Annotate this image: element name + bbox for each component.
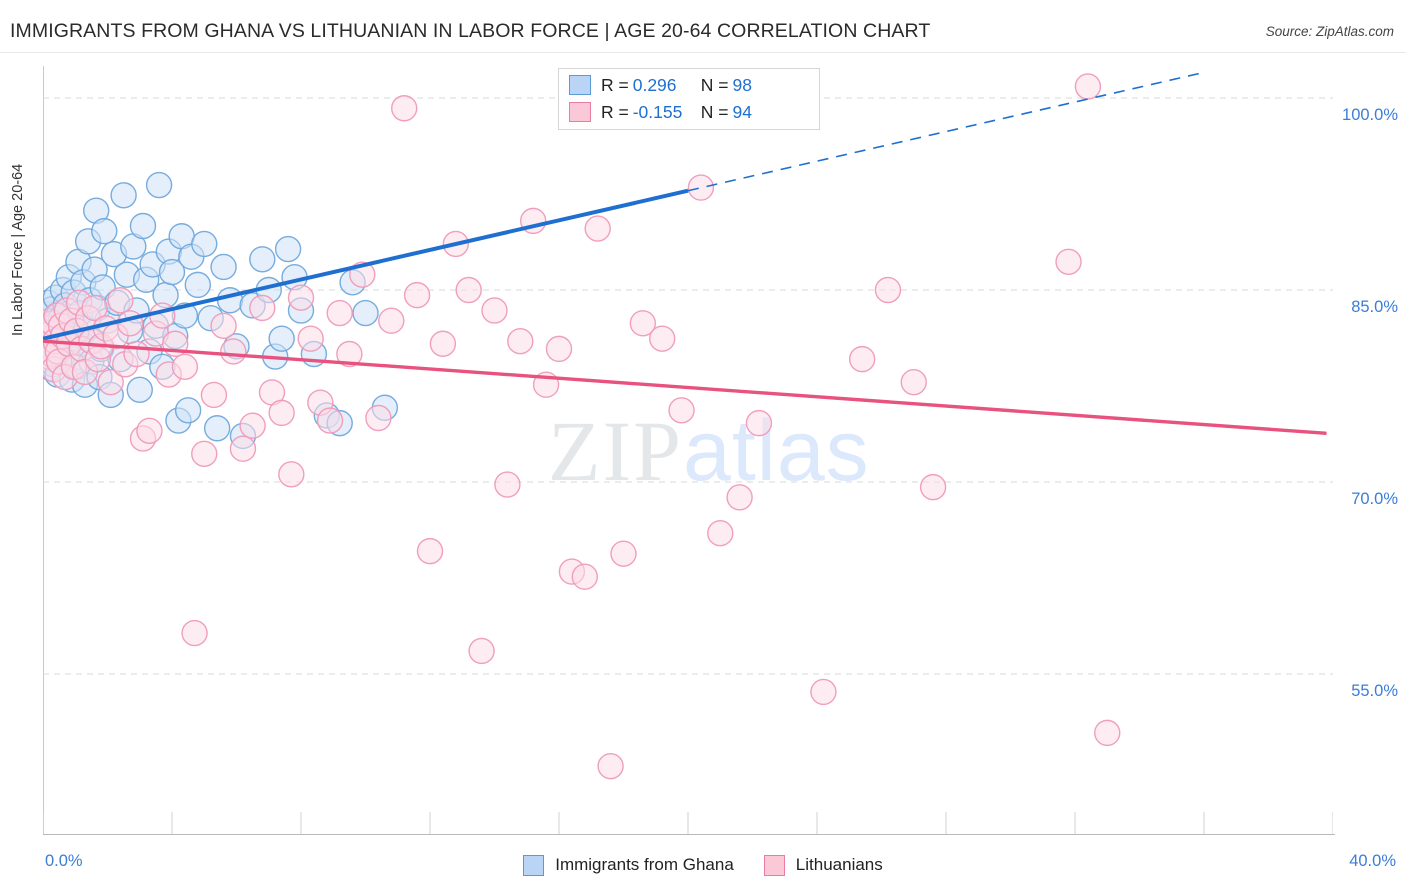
r-label: R = [601,101,629,122]
y-tick-label: 55.0% [1351,682,1398,700]
legend-label-lithuanians: Lithuanians [795,855,883,874]
y-axis-title: In Labor Force | Age 20-64 [10,163,26,336]
stats-row-lithuanians: R = -0.155 N = 94 [569,99,752,125]
correlation-stats-box: R = 0.296 N = 98 R = -0.155 N = 94 [558,68,820,130]
trendline-ghana-dashed [687,71,1205,192]
series-points-lithuanians [43,73,1121,780]
x-axis-line [43,834,1335,835]
trendline-lithuanians [43,339,1327,436]
page-title: IMMIGRANTS FROM GHANA VS LITHUANIAN IN L… [10,20,931,42]
header-divider [0,52,1406,53]
legend-item-lithuanians[interactable]: Lithuanians [763,854,883,876]
n-label: N = [700,101,729,122]
y-tick-label: 70.0% [1351,490,1398,508]
scatter-svg [43,71,1333,834]
ghana-swatch-icon [569,75,591,95]
lithuanians-legend-swatch-icon [763,854,785,876]
x-tick-max: 40.0% [1349,852,1396,870]
x-axis-tickmarks [43,812,1333,834]
legend-item-ghana[interactable]: Immigrants from Ghana [523,854,734,876]
x-tick-min: 0.0% [45,852,83,870]
lithuanians-swatch-icon [569,102,591,122]
n-value-ghana: 98 [732,74,752,95]
stats-row-ghana: R = 0.296 N = 98 [569,72,752,98]
ghana-legend-swatch-icon [523,854,545,876]
plot-area [43,66,1333,834]
r-value-ghana: 0.296 [632,74,677,95]
n-label: N = [700,74,729,95]
legend-label-ghana: Immigrants from Ghana [555,855,734,874]
r-label: R = [601,74,629,95]
n-value-lithuanians: 94 [732,101,752,122]
series-legend: Immigrants from Ghana Lithuanians [0,851,1406,879]
y-tick-label: 85.0% [1351,298,1398,316]
trendline-ghana-solid [43,188,689,341]
y-axis-line [43,66,44,834]
r-value-lithuanians: -0.155 [632,101,683,122]
source-attribution: Source: ZipAtlas.com [1265,24,1394,39]
y-tick-label: 100.0% [1342,106,1398,124]
